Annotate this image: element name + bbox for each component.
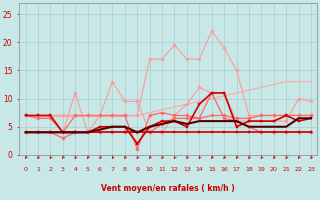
- X-axis label: Vent moyen/en rafales ( km/h ): Vent moyen/en rafales ( km/h ): [101, 184, 235, 193]
